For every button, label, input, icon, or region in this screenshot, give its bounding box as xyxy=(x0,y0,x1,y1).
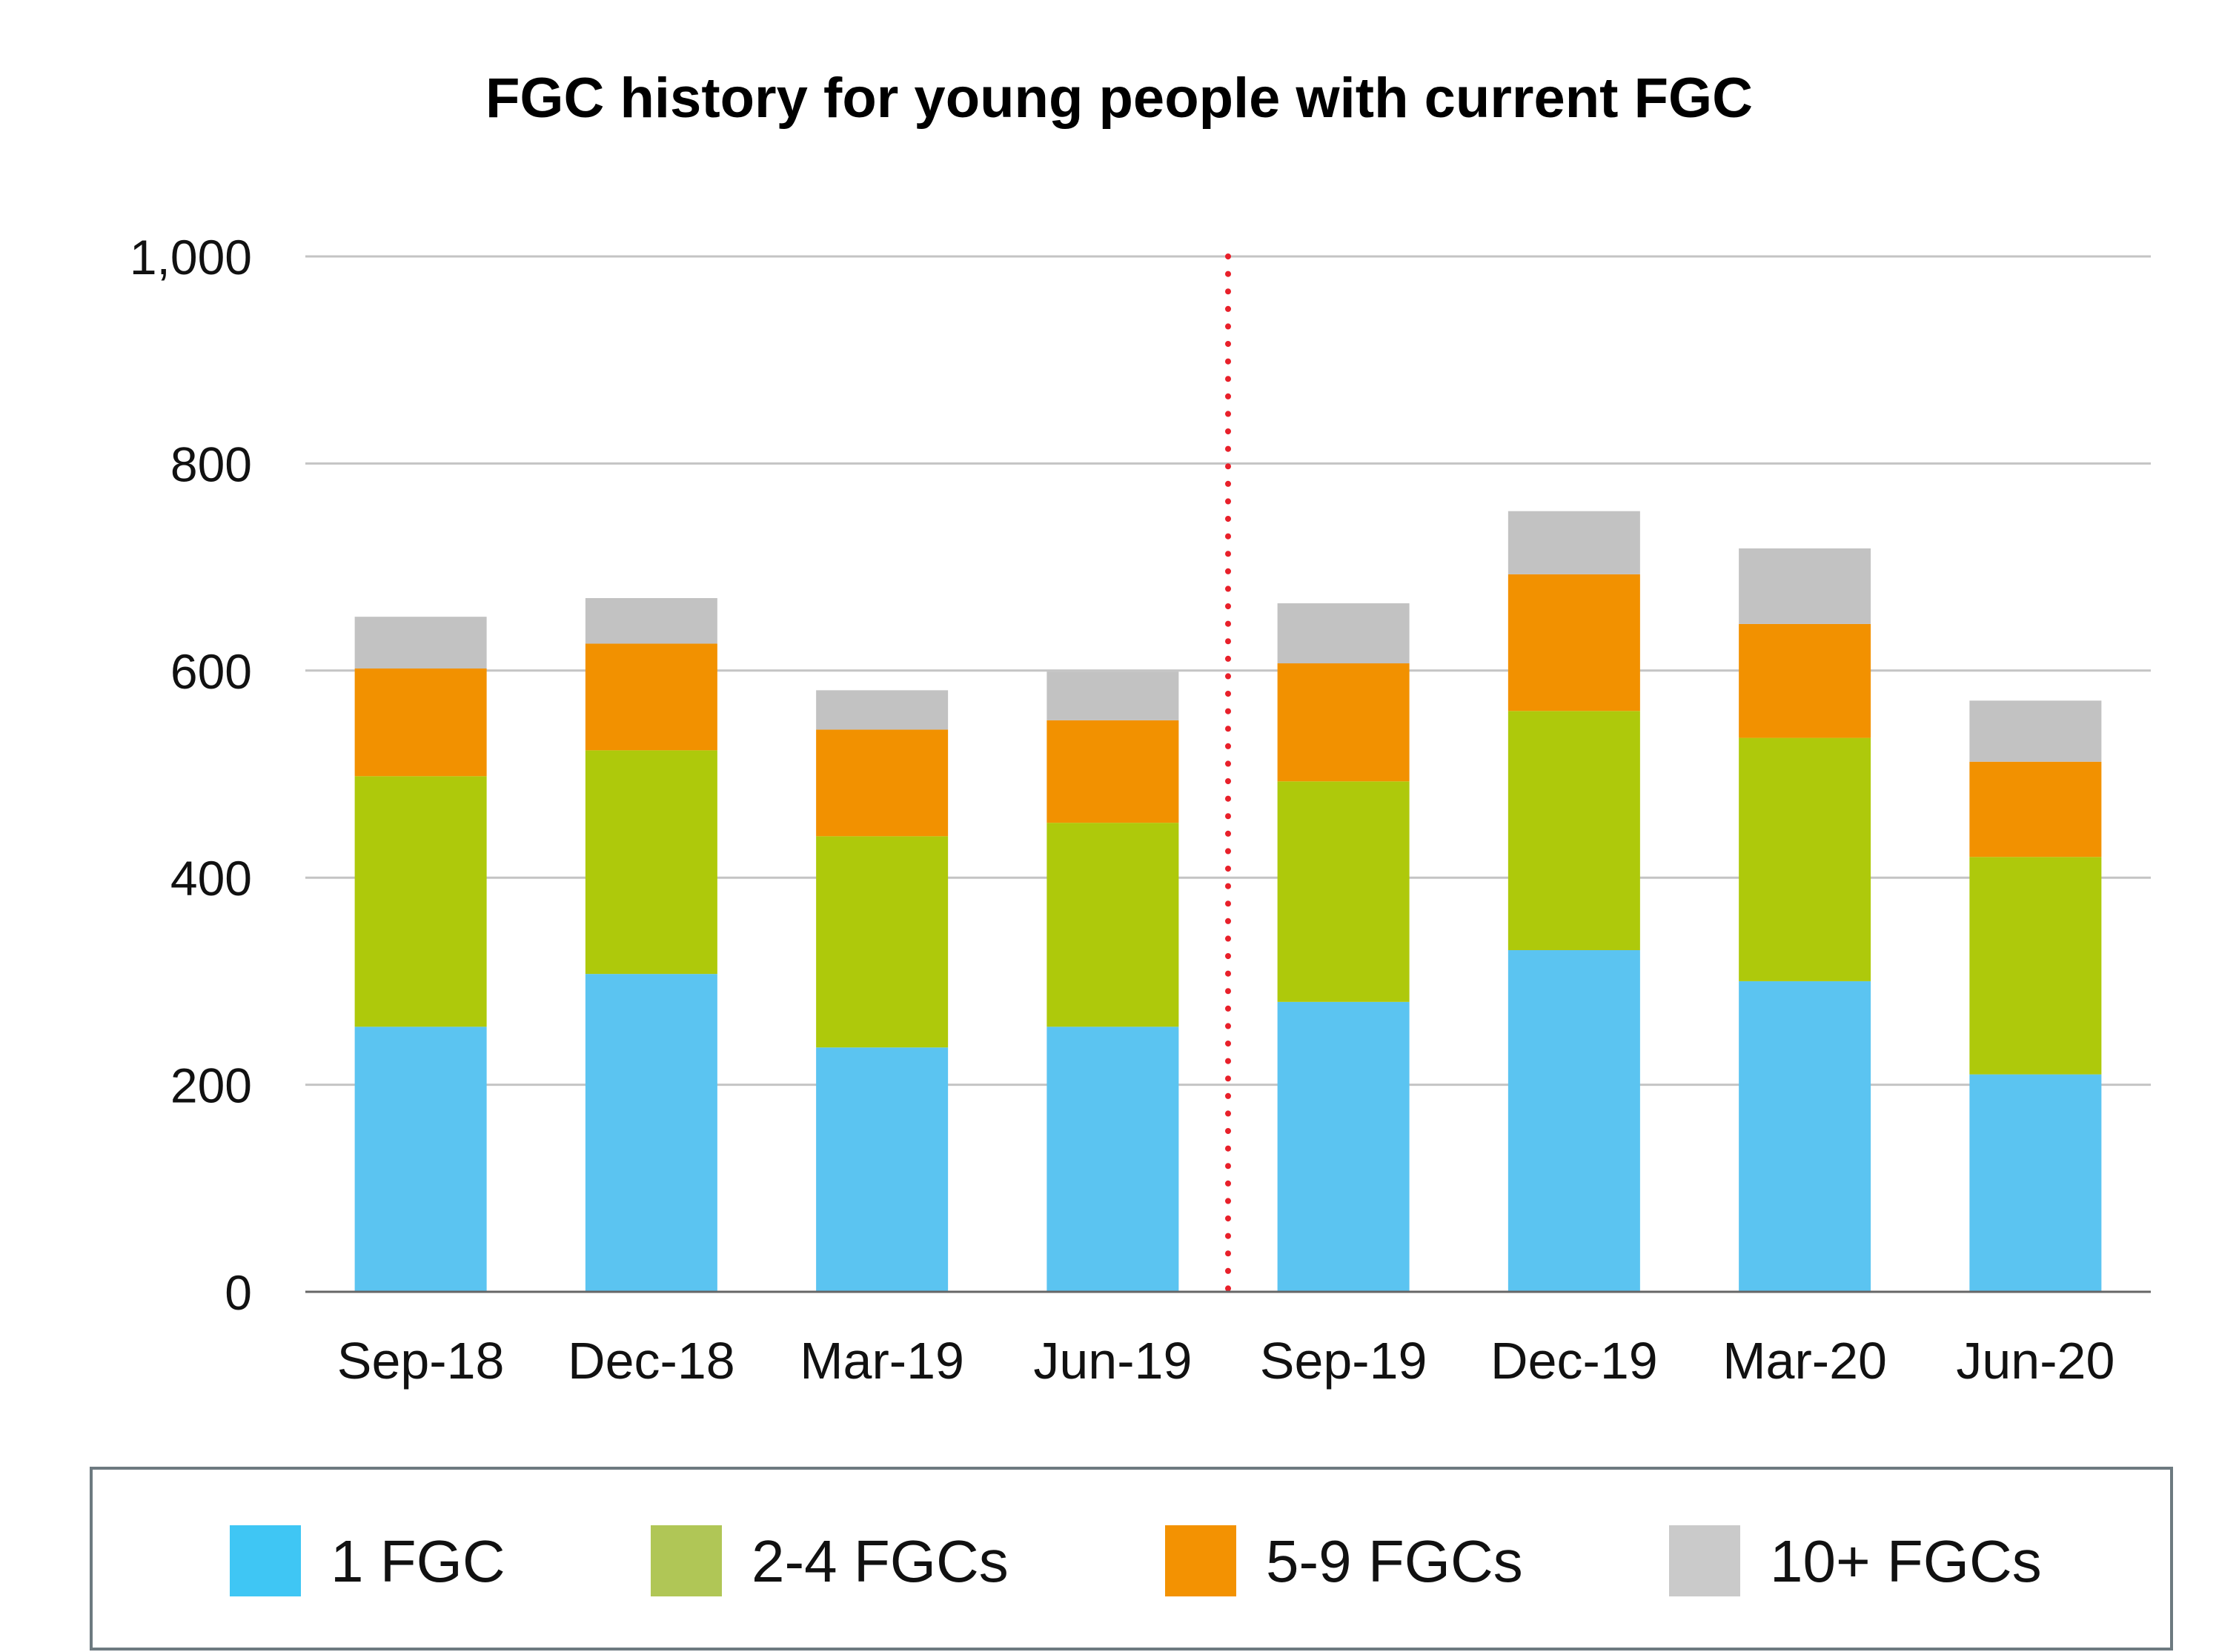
y-tick-label: 1,000 xyxy=(130,230,252,285)
legend-swatch xyxy=(1669,1525,1740,1596)
bar-stack-sep-19 xyxy=(1277,603,1410,1292)
bar-segment-5-9-fgcs xyxy=(816,729,949,837)
y-tick-label: 200 xyxy=(170,1058,252,1113)
bar-segment-2-4-fgcs xyxy=(816,836,949,1048)
bar-segment-5-9-fgcs xyxy=(1739,623,1871,738)
bar-segment-5-9-fgcs xyxy=(585,643,717,751)
bar-segment-5-9-fgcs xyxy=(1969,761,2102,857)
bar-segment-10-fgcs xyxy=(1507,511,1640,574)
bar-stack-sep-18 xyxy=(354,617,487,1292)
x-tick-label: Mar-19 xyxy=(800,1332,964,1390)
legend-box xyxy=(90,1467,2173,1651)
chart-title: FGC history for young people with curren… xyxy=(485,67,1753,130)
y-tick-label: 400 xyxy=(170,851,252,906)
bar-stack-dec-18 xyxy=(585,598,717,1292)
legend-item: 10+ FGCs xyxy=(1669,1525,2042,1596)
legend-swatch xyxy=(230,1525,301,1596)
bar-stack-jun-19 xyxy=(1046,671,1179,1292)
bar-segment-5-9-fgcs xyxy=(1046,720,1179,823)
bar-segment-10-fgcs xyxy=(1739,548,1871,624)
bar-segment-5-9-fgcs xyxy=(1507,574,1640,711)
x-tick-label: Dec-19 xyxy=(1490,1332,1658,1390)
x-tick-label: Jun-20 xyxy=(1956,1332,2114,1390)
bar-segment-10-fgcs xyxy=(354,617,487,669)
legend-item: 2-4 FGCs xyxy=(651,1525,1009,1596)
bar-segment-10-fgcs xyxy=(816,690,949,730)
bar-segment-2-4-fgcs xyxy=(354,776,487,1027)
legend-label: 1 FGC xyxy=(331,1528,505,1594)
bar-segment-1-fgc xyxy=(1277,1001,1410,1292)
bar-stack-mar-19 xyxy=(816,690,949,1292)
bar-segment-2-4-fgcs xyxy=(1277,781,1410,1002)
bar-segment-1-fgc xyxy=(1969,1074,2102,1292)
bars xyxy=(354,511,2102,1292)
legend-item: 5-9 FGCs xyxy=(1165,1525,1523,1596)
legend-swatch xyxy=(651,1525,722,1596)
bar-segment-10-fgcs xyxy=(1277,603,1410,664)
bar-segment-5-9-fgcs xyxy=(354,669,487,777)
bar-segment-1-fgc xyxy=(585,974,717,1292)
x-axis-tick-labels: Sep-18 Dec-18 Mar-19 Jun-19 Sep-19 Dec-19 Mar-… xyxy=(337,1332,2115,1390)
bar-segment-10-fgcs xyxy=(1046,671,1179,720)
y-tick-label: 800 xyxy=(170,437,252,491)
y-axis-tick-labels: 0 200 400 600 800 1,000 xyxy=(130,230,252,1320)
bar-stack-dec-19 xyxy=(1507,511,1640,1292)
x-tick-label: Jun-19 xyxy=(1033,1332,1192,1390)
y-tick-label: 0 xyxy=(225,1265,252,1320)
bar-segment-1-fgc xyxy=(1046,1026,1179,1292)
bar-segment-2-4-fgcs xyxy=(1739,737,1871,981)
x-tick-label: Sep-19 xyxy=(1260,1332,1427,1390)
bar-stack-jun-20 xyxy=(1969,700,2102,1292)
legend: 1 FGC 2-4 FGCs 5-9 FGCs 10+ FGCs xyxy=(90,1467,2173,1651)
bar-stack-mar-20 xyxy=(1739,548,1871,1292)
bar-segment-2-4-fgcs xyxy=(585,750,717,975)
bar-segment-2-4-fgcs xyxy=(1507,711,1640,950)
x-tick-label: Mar-20 xyxy=(1722,1332,1887,1390)
bar-segment-10-fgcs xyxy=(585,598,717,644)
legend-label: 2-4 FGCs xyxy=(752,1528,1009,1594)
bar-segment-2-4-fgcs xyxy=(1046,823,1179,1027)
bar-segment-1-fgc xyxy=(354,1026,487,1292)
legend-swatch xyxy=(1165,1525,1236,1596)
bar-segment-1-fgc xyxy=(1739,981,1871,1292)
legend-label: 10+ FGCs xyxy=(1770,1528,2042,1594)
bar-segment-1-fgc xyxy=(816,1047,949,1292)
bar-segment-1-fgc xyxy=(1507,949,1640,1292)
bar-segment-5-9-fgcs xyxy=(1277,663,1410,782)
y-tick-label: 600 xyxy=(170,644,252,699)
bar-segment-2-4-fgcs xyxy=(1969,857,2102,1075)
legend-item: 1 FGC xyxy=(230,1525,505,1596)
x-tick-label: Sep-18 xyxy=(337,1332,505,1390)
x-tick-label: Dec-18 xyxy=(568,1332,735,1390)
legend-label: 5-9 FGCs xyxy=(1266,1528,1523,1594)
bar-segment-10-fgcs xyxy=(1969,700,2102,762)
